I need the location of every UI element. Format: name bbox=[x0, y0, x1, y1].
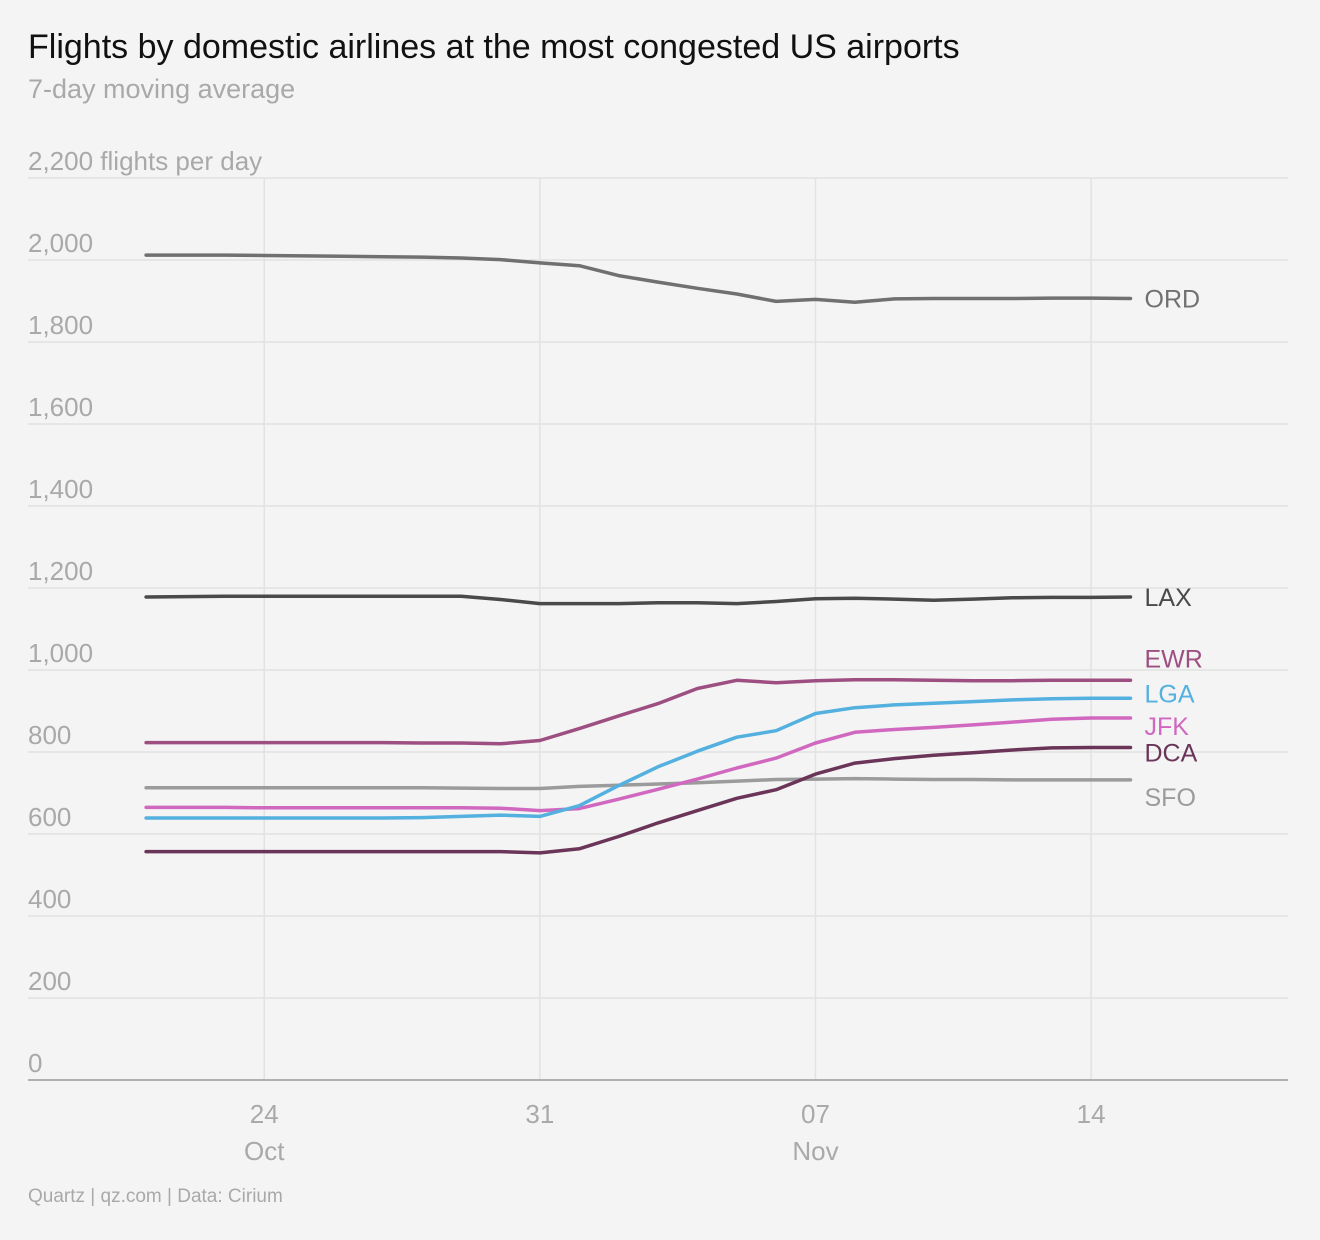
x-tick-label: 07 bbox=[801, 1099, 830, 1129]
grid-lines bbox=[28, 177, 1288, 1080]
chart-title: Flights by domestic airlines at the most… bbox=[28, 28, 960, 66]
x-tick-month-label: Oct bbox=[244, 1136, 285, 1166]
x-tick-label: 14 bbox=[1077, 1099, 1106, 1129]
y-tick-label: 800 bbox=[28, 720, 71, 750]
x-tick-label: 31 bbox=[525, 1099, 554, 1129]
series-line-lax bbox=[144, 594, 1133, 606]
series-line-dca bbox=[144, 745, 1133, 855]
series-line-ewr bbox=[144, 678, 1133, 746]
y-tick-label: 1,200 bbox=[28, 556, 93, 586]
y-tick-label: 1,800 bbox=[28, 310, 93, 340]
y-tick-label: 400 bbox=[28, 884, 71, 914]
y-tick-label: 2,000 bbox=[28, 228, 93, 258]
y-tick-label: 0 bbox=[28, 1048, 42, 1078]
series-label-lga: LGA bbox=[1145, 680, 1195, 708]
chart-subtitle: 7-day moving average bbox=[28, 74, 296, 104]
series-lines bbox=[144, 253, 1133, 855]
y-tick-label: 1,600 bbox=[28, 392, 93, 422]
y-axis-ticks: 0 200 400 600 800 1,000 1,200 1,400 1,600 1,800 2,… bbox=[28, 146, 262, 1078]
source-credit: Quartz | qz.com | Data: Cirium bbox=[28, 1186, 283, 1207]
series-label-lax: LAX bbox=[1145, 584, 1193, 612]
series-line-ord bbox=[144, 253, 1133, 304]
y-tick-label: 1,400 bbox=[28, 474, 93, 504]
x-axis-ticks: 24 Oct 31 07 Nov 14 bbox=[244, 1099, 1106, 1166]
series-label-ewr: EWR bbox=[1145, 646, 1203, 674]
x-tick-month-label: Nov bbox=[792, 1136, 838, 1166]
y-tick-label: 200 bbox=[28, 966, 71, 996]
y-tick-label: 600 bbox=[28, 802, 71, 832]
series-line-jfk bbox=[144, 716, 1133, 813]
series-label-dca: DCA bbox=[1145, 739, 1198, 767]
series-label-jfk: JFK bbox=[1145, 713, 1190, 741]
series-label-sfo: SFO bbox=[1145, 784, 1196, 812]
series-line-sfo bbox=[144, 776, 1133, 791]
y-tick-label: 2,200 flights per day bbox=[28, 146, 262, 176]
series-label-ord: ORD bbox=[1145, 286, 1201, 314]
x-tick-label: 24 bbox=[250, 1099, 279, 1129]
y-tick-label: 1,000 bbox=[28, 638, 93, 668]
series-line-lga bbox=[144, 696, 1133, 820]
